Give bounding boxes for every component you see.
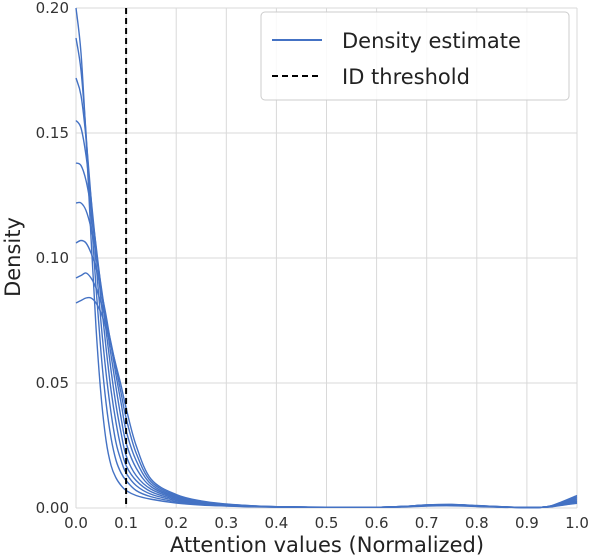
y-tick-label: 0.10 (36, 249, 69, 267)
legend: Density estimate ID threshold (260, 11, 570, 101)
y-tick-label: 0.20 (36, 0, 69, 17)
x-tick-label: 0.3 (214, 514, 238, 532)
legend-box (260, 11, 570, 101)
x-axis-title: Attention values (Normalized) (170, 533, 484, 557)
y-tick-label: 0.00 (36, 499, 69, 517)
x-tick-label: 0.4 (264, 514, 288, 532)
y-tick-label: 0.05 (36, 374, 69, 392)
x-tick-label: 0.6 (365, 514, 389, 532)
y-tick-label: 0.15 (36, 124, 69, 142)
x-tick-label: 0.0 (64, 514, 88, 532)
density-curve-9 (75, 296, 578, 509)
legend-density-label: Density estimate (342, 29, 521, 53)
x-tick-label: 0.1 (114, 514, 138, 532)
x-tick-label: 0.8 (465, 514, 489, 532)
x-tick-label: 0.5 (315, 514, 339, 532)
x-tick-label: 0.2 (164, 514, 188, 532)
density-series-group (75, 7, 578, 509)
y-tick-labels: 0.00 0.05 0.10 0.15 0.20 (36, 0, 69, 517)
x-tick-label: 1.0 (565, 514, 589, 532)
x-tick-label: 0.9 (515, 514, 539, 532)
x-tick-labels: 0.0 0.1 0.2 0.3 0.4 0.5 0.6 0.7 0.8 0.9 1.0 (64, 514, 589, 532)
y-axis-title: Density (1, 217, 25, 297)
legend-threshold-label: ID threshold (342, 65, 470, 89)
x-tick-label: 0.7 (415, 514, 439, 532)
